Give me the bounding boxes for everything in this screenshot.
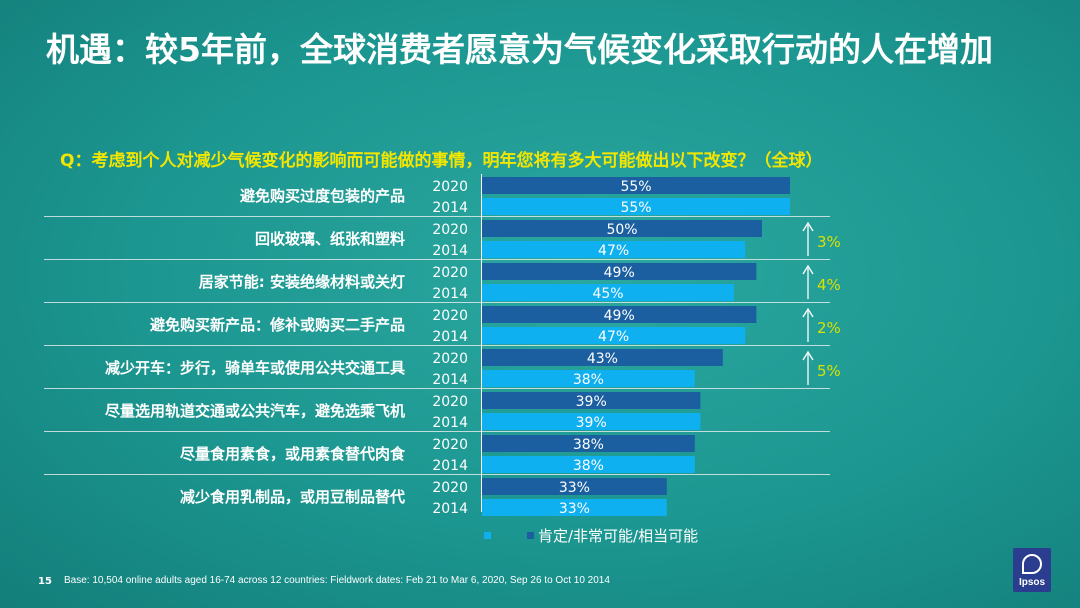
value-label-2020: 55% bbox=[620, 179, 651, 195]
value-label-2014: 39% bbox=[576, 415, 607, 431]
value-label-2020: 43% bbox=[587, 351, 618, 367]
year-label: 2020 bbox=[432, 265, 468, 281]
legend-swatch-2014 bbox=[484, 532, 491, 539]
year-label: 2020 bbox=[432, 394, 468, 410]
bar-2020 bbox=[482, 349, 723, 366]
bar-2014 bbox=[482, 413, 701, 430]
value-label-2014: 38% bbox=[573, 372, 604, 388]
bar-2014 bbox=[482, 327, 746, 344]
year-label: 2020 bbox=[432, 437, 468, 453]
category-label: 避免购买新产品：修补或购买二手产品 bbox=[150, 316, 405, 334]
value-label-2020: 49% bbox=[604, 308, 635, 324]
year-label: 2014 bbox=[432, 501, 468, 517]
year-label: 2014 bbox=[432, 200, 468, 216]
footnote: Base: 10,504 online adults aged 16-74 ac… bbox=[64, 575, 610, 586]
value-label-2020: 49% bbox=[604, 265, 635, 281]
change-label: 2% bbox=[817, 319, 841, 337]
category-label: 避免购买过度包装的产品 bbox=[240, 187, 405, 205]
year-label: 2014 bbox=[432, 415, 468, 431]
value-label-2014: 33% bbox=[559, 501, 590, 517]
value-label-2020: 33% bbox=[559, 480, 590, 496]
bar-2020 bbox=[482, 263, 757, 280]
bar-2014 bbox=[482, 456, 695, 473]
category-label: 减少食用乳制品，或用豆制品替代 bbox=[180, 488, 405, 506]
legend: 肯定/非常可能/相当可能 bbox=[484, 525, 698, 546]
slide-title: 机遇：较5年前，全球消费者愿意为气候变化采取行动的人在增加 bbox=[46, 30, 993, 69]
change-arrow-icon bbox=[802, 350, 814, 361]
year-label: 2014 bbox=[432, 458, 468, 474]
year-label: 2014 bbox=[432, 372, 468, 388]
year-label: 2020 bbox=[432, 480, 468, 496]
change-label: 3% bbox=[817, 233, 841, 251]
year-label: 2014 bbox=[432, 243, 468, 259]
value-label-2020: 38% bbox=[573, 437, 604, 453]
category-label: 尽量选用轨道交通或公共汽车，避免选乘飞机 bbox=[105, 402, 405, 420]
logo-mark-icon bbox=[1022, 554, 1042, 574]
legend-label: 肯定/非常可能/相当可能 bbox=[538, 527, 699, 545]
value-label-2020: 50% bbox=[606, 222, 637, 238]
survey-question: Q：考虑到个人对减少气候变化的影响而可能做的事情，明年您将有多大可能做出以下改变… bbox=[60, 151, 823, 171]
bar-2014 bbox=[482, 499, 667, 516]
bar-2020 bbox=[482, 478, 667, 495]
bar-2020 bbox=[482, 177, 790, 194]
category-label: 尽量食用素食，或用素食替代肉食 bbox=[180, 445, 406, 463]
logo-text: Ipsos bbox=[1018, 577, 1046, 588]
change-label: 5% bbox=[817, 362, 841, 380]
value-label-2014: 47% bbox=[598, 329, 629, 345]
bar-2014 bbox=[482, 241, 746, 258]
bar-2014 bbox=[482, 198, 790, 215]
value-label-2014: 45% bbox=[592, 286, 623, 302]
year-label: 2014 bbox=[432, 286, 468, 302]
category-label: 回收玻璃、纸张和塑料 bbox=[255, 230, 405, 248]
year-label: 2014 bbox=[432, 329, 468, 345]
change-arrow-icon bbox=[802, 221, 814, 232]
change-label: 4% bbox=[817, 276, 841, 294]
bar-2020 bbox=[482, 306, 757, 323]
change-arrow-icon bbox=[802, 307, 814, 318]
bar-2014 bbox=[482, 370, 695, 387]
year-label: 2020 bbox=[432, 179, 468, 195]
page-number: 15 bbox=[38, 576, 52, 587]
value-label-2020: 39% bbox=[576, 394, 607, 410]
value-label-2014: 47% bbox=[598, 243, 629, 259]
bar-2020 bbox=[482, 392, 701, 409]
bar-2020 bbox=[482, 220, 762, 237]
legend-swatch-2020 bbox=[527, 532, 534, 539]
ipsos-logo: Ipsos bbox=[1013, 548, 1051, 592]
change-arrow-icon bbox=[802, 264, 814, 275]
value-label-2014: 55% bbox=[620, 200, 651, 216]
bar-2020 bbox=[482, 435, 695, 452]
value-label-2014: 38% bbox=[573, 458, 604, 474]
year-label: 2020 bbox=[432, 351, 468, 367]
year-label: 2020 bbox=[432, 308, 468, 324]
category-label: 减少开车：步行，骑单车或使用公共交通工具 bbox=[105, 359, 405, 377]
year-label: 2020 bbox=[432, 222, 468, 238]
bar-2014 bbox=[482, 284, 734, 301]
category-label: 居家节能: 安装绝缘材料或关灯 bbox=[199, 273, 405, 291]
